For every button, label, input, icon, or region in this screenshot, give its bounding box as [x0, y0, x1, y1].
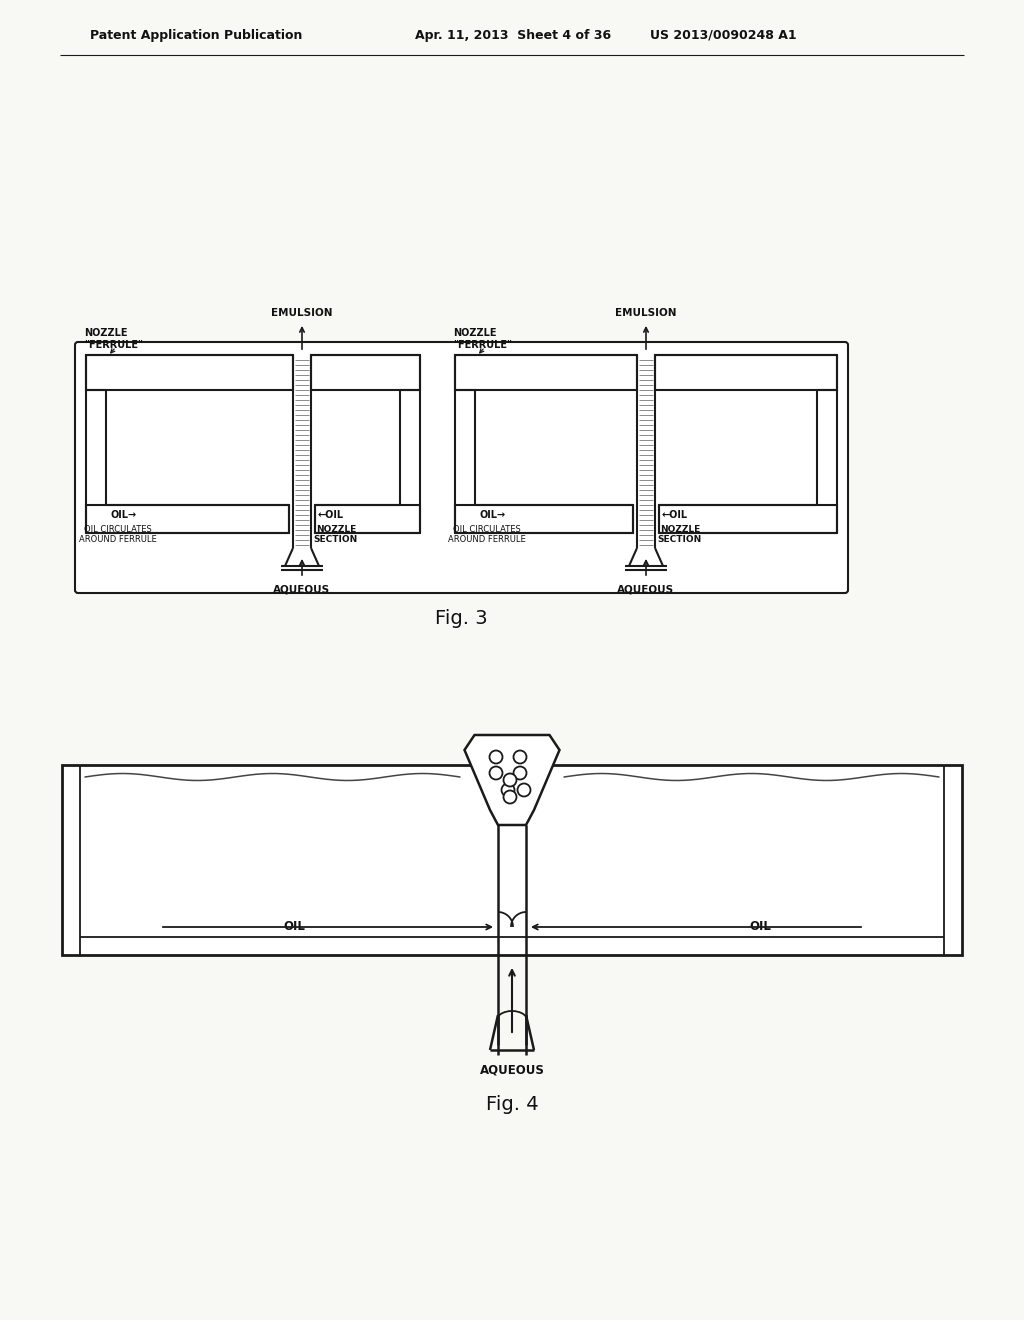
Text: Fig. 4: Fig. 4	[485, 1096, 539, 1114]
Bar	[311, 355, 420, 389]
Text: OIL CIRCULATES: OIL CIRCULATES	[84, 525, 152, 535]
PathPatch shape	[465, 735, 559, 825]
Circle shape	[504, 774, 516, 787]
Text: AQUEOUS: AQUEOUS	[617, 585, 675, 595]
Text: SECTION: SECTION	[657, 536, 702, 544]
Circle shape	[513, 751, 526, 763]
Text: AQUEOUS: AQUEOUS	[273, 585, 331, 595]
Bar	[655, 355, 837, 389]
Circle shape	[504, 791, 516, 804]
Text: OIL: OIL	[750, 920, 771, 932]
Text: NOZZLE: NOZZLE	[659, 525, 700, 535]
Text: AROUND FERRULE: AROUND FERRULE	[79, 536, 157, 544]
FancyBboxPatch shape	[75, 342, 848, 593]
Circle shape	[489, 751, 503, 763]
Text: ←OIL: ←OIL	[662, 510, 688, 520]
Bar	[659, 506, 837, 533]
Text: Apr. 11, 2013  Sheet 4 of 36: Apr. 11, 2013 Sheet 4 of 36	[415, 29, 611, 41]
Text: Patent Application Publication: Patent Application Publication	[90, 29, 302, 41]
Bar	[62, 766, 962, 954]
Text: ←OIL: ←OIL	[317, 510, 344, 520]
Text: OIL: OIL	[283, 920, 305, 932]
Circle shape	[517, 784, 530, 796]
Text: AQUEOUS: AQUEOUS	[479, 1064, 545, 1077]
Text: "FERRULE": "FERRULE"	[84, 341, 143, 350]
Bar	[86, 506, 289, 533]
Bar	[455, 355, 637, 389]
Bar	[86, 355, 293, 389]
Bar	[455, 506, 633, 533]
Text: OIL→: OIL→	[111, 510, 137, 520]
Bar	[315, 506, 420, 533]
Text: NOZZLE: NOZZLE	[315, 525, 356, 535]
Text: Fig. 3: Fig. 3	[434, 609, 487, 627]
Text: SECTION: SECTION	[314, 536, 358, 544]
Text: "FERRULE": "FERRULE"	[453, 341, 512, 350]
Text: AROUND FERRULE: AROUND FERRULE	[449, 536, 526, 544]
Text: EMULSION: EMULSION	[615, 308, 677, 318]
Circle shape	[513, 767, 526, 780]
Text: US 2013/0090248 A1: US 2013/0090248 A1	[650, 29, 797, 41]
Circle shape	[489, 767, 503, 780]
Text: EMULSION: EMULSION	[271, 308, 333, 318]
Text: OIL→: OIL→	[480, 510, 506, 520]
Text: OIL CIRCULATES: OIL CIRCULATES	[454, 525, 521, 535]
Text: NOZZLE: NOZZLE	[453, 327, 497, 338]
Text: NOZZLE: NOZZLE	[84, 327, 128, 338]
Circle shape	[502, 784, 514, 796]
